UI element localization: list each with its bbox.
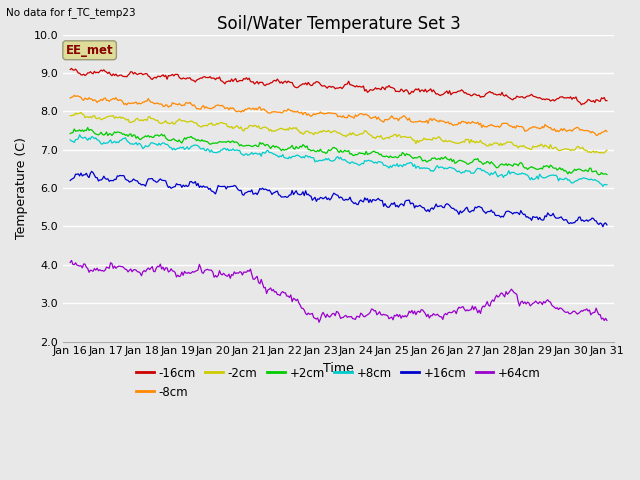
-8cm <box>67 95 74 101</box>
Title: Soil/Water Temperature Set 3: Soil/Water Temperature Set 3 <box>217 15 460 33</box>
Legend: -16cm, -8cm, -2cm, +2cm, +8cm, +16cm, +64cm: -16cm, -8cm, -2cm, +2cm, +8cm, +16cm, +6… <box>131 362 546 403</box>
+8cm <box>280 155 288 160</box>
-16cm <box>577 102 585 108</box>
+8cm <box>455 168 463 174</box>
+64cm <box>67 260 74 265</box>
-8cm <box>458 119 465 124</box>
+8cm <box>76 132 83 138</box>
Line: +64cm: +64cm <box>70 261 607 322</box>
+64cm <box>132 267 140 273</box>
+64cm <box>280 290 288 296</box>
+64cm <box>406 310 414 316</box>
-8cm <box>455 120 463 125</box>
Text: No data for f_TC_temp23: No data for f_TC_temp23 <box>6 7 136 18</box>
-2cm <box>243 126 250 132</box>
-8cm <box>405 115 413 121</box>
+64cm <box>243 269 250 275</box>
+2cm <box>458 158 465 164</box>
+16cm <box>243 190 250 195</box>
+2cm <box>405 152 413 157</box>
Line: +2cm: +2cm <box>70 128 607 175</box>
+64cm <box>68 258 76 264</box>
-2cm <box>67 113 74 119</box>
-16cm <box>67 67 74 72</box>
+8cm <box>458 170 465 176</box>
+2cm <box>280 147 288 153</box>
-8cm <box>70 93 78 98</box>
-2cm <box>603 147 611 153</box>
+2cm <box>603 172 611 178</box>
+2cm <box>455 158 463 164</box>
+2cm <box>84 125 92 131</box>
+8cm <box>67 137 74 143</box>
+16cm <box>405 197 413 203</box>
+16cm <box>458 210 465 216</box>
-2cm <box>596 150 604 156</box>
Line: +8cm: +8cm <box>70 135 607 186</box>
Line: -8cm: -8cm <box>70 96 607 135</box>
+16cm <box>455 212 463 217</box>
-8cm <box>243 107 250 112</box>
-8cm <box>280 108 288 113</box>
+2cm <box>243 143 250 148</box>
+16cm <box>280 194 288 200</box>
Line: -2cm: -2cm <box>70 112 607 153</box>
+2cm <box>67 131 74 136</box>
-16cm <box>243 75 250 81</box>
+2cm <box>595 172 603 178</box>
+2cm <box>132 135 140 141</box>
-16cm <box>405 91 413 97</box>
+16cm <box>88 168 95 174</box>
Line: +16cm: +16cm <box>70 171 607 227</box>
Line: -16cm: -16cm <box>70 69 607 105</box>
-8cm <box>603 129 611 134</box>
Text: EE_met: EE_met <box>66 44 113 57</box>
+8cm <box>599 183 607 189</box>
-16cm <box>280 79 288 84</box>
+64cm <box>456 305 464 311</box>
-2cm <box>77 109 84 115</box>
-8cm <box>132 99 140 105</box>
+8cm <box>243 151 250 156</box>
-16cm <box>603 98 611 104</box>
-2cm <box>405 134 413 140</box>
+16cm <box>603 222 611 228</box>
-2cm <box>455 141 463 146</box>
-2cm <box>280 126 288 132</box>
+16cm <box>132 178 140 184</box>
+64cm <box>316 319 323 325</box>
+64cm <box>459 304 467 310</box>
-16cm <box>68 66 76 72</box>
-16cm <box>455 88 463 94</box>
+16cm <box>599 224 607 229</box>
-2cm <box>132 116 140 121</box>
+8cm <box>132 140 140 145</box>
+8cm <box>603 182 611 188</box>
-2cm <box>458 140 465 145</box>
-16cm <box>458 87 465 93</box>
-16cm <box>132 71 140 77</box>
Y-axis label: Temperature (C): Temperature (C) <box>15 137 28 239</box>
+8cm <box>405 160 413 166</box>
X-axis label: Time: Time <box>323 362 354 375</box>
+16cm <box>67 178 74 183</box>
-8cm <box>594 132 602 138</box>
+64cm <box>603 318 611 324</box>
